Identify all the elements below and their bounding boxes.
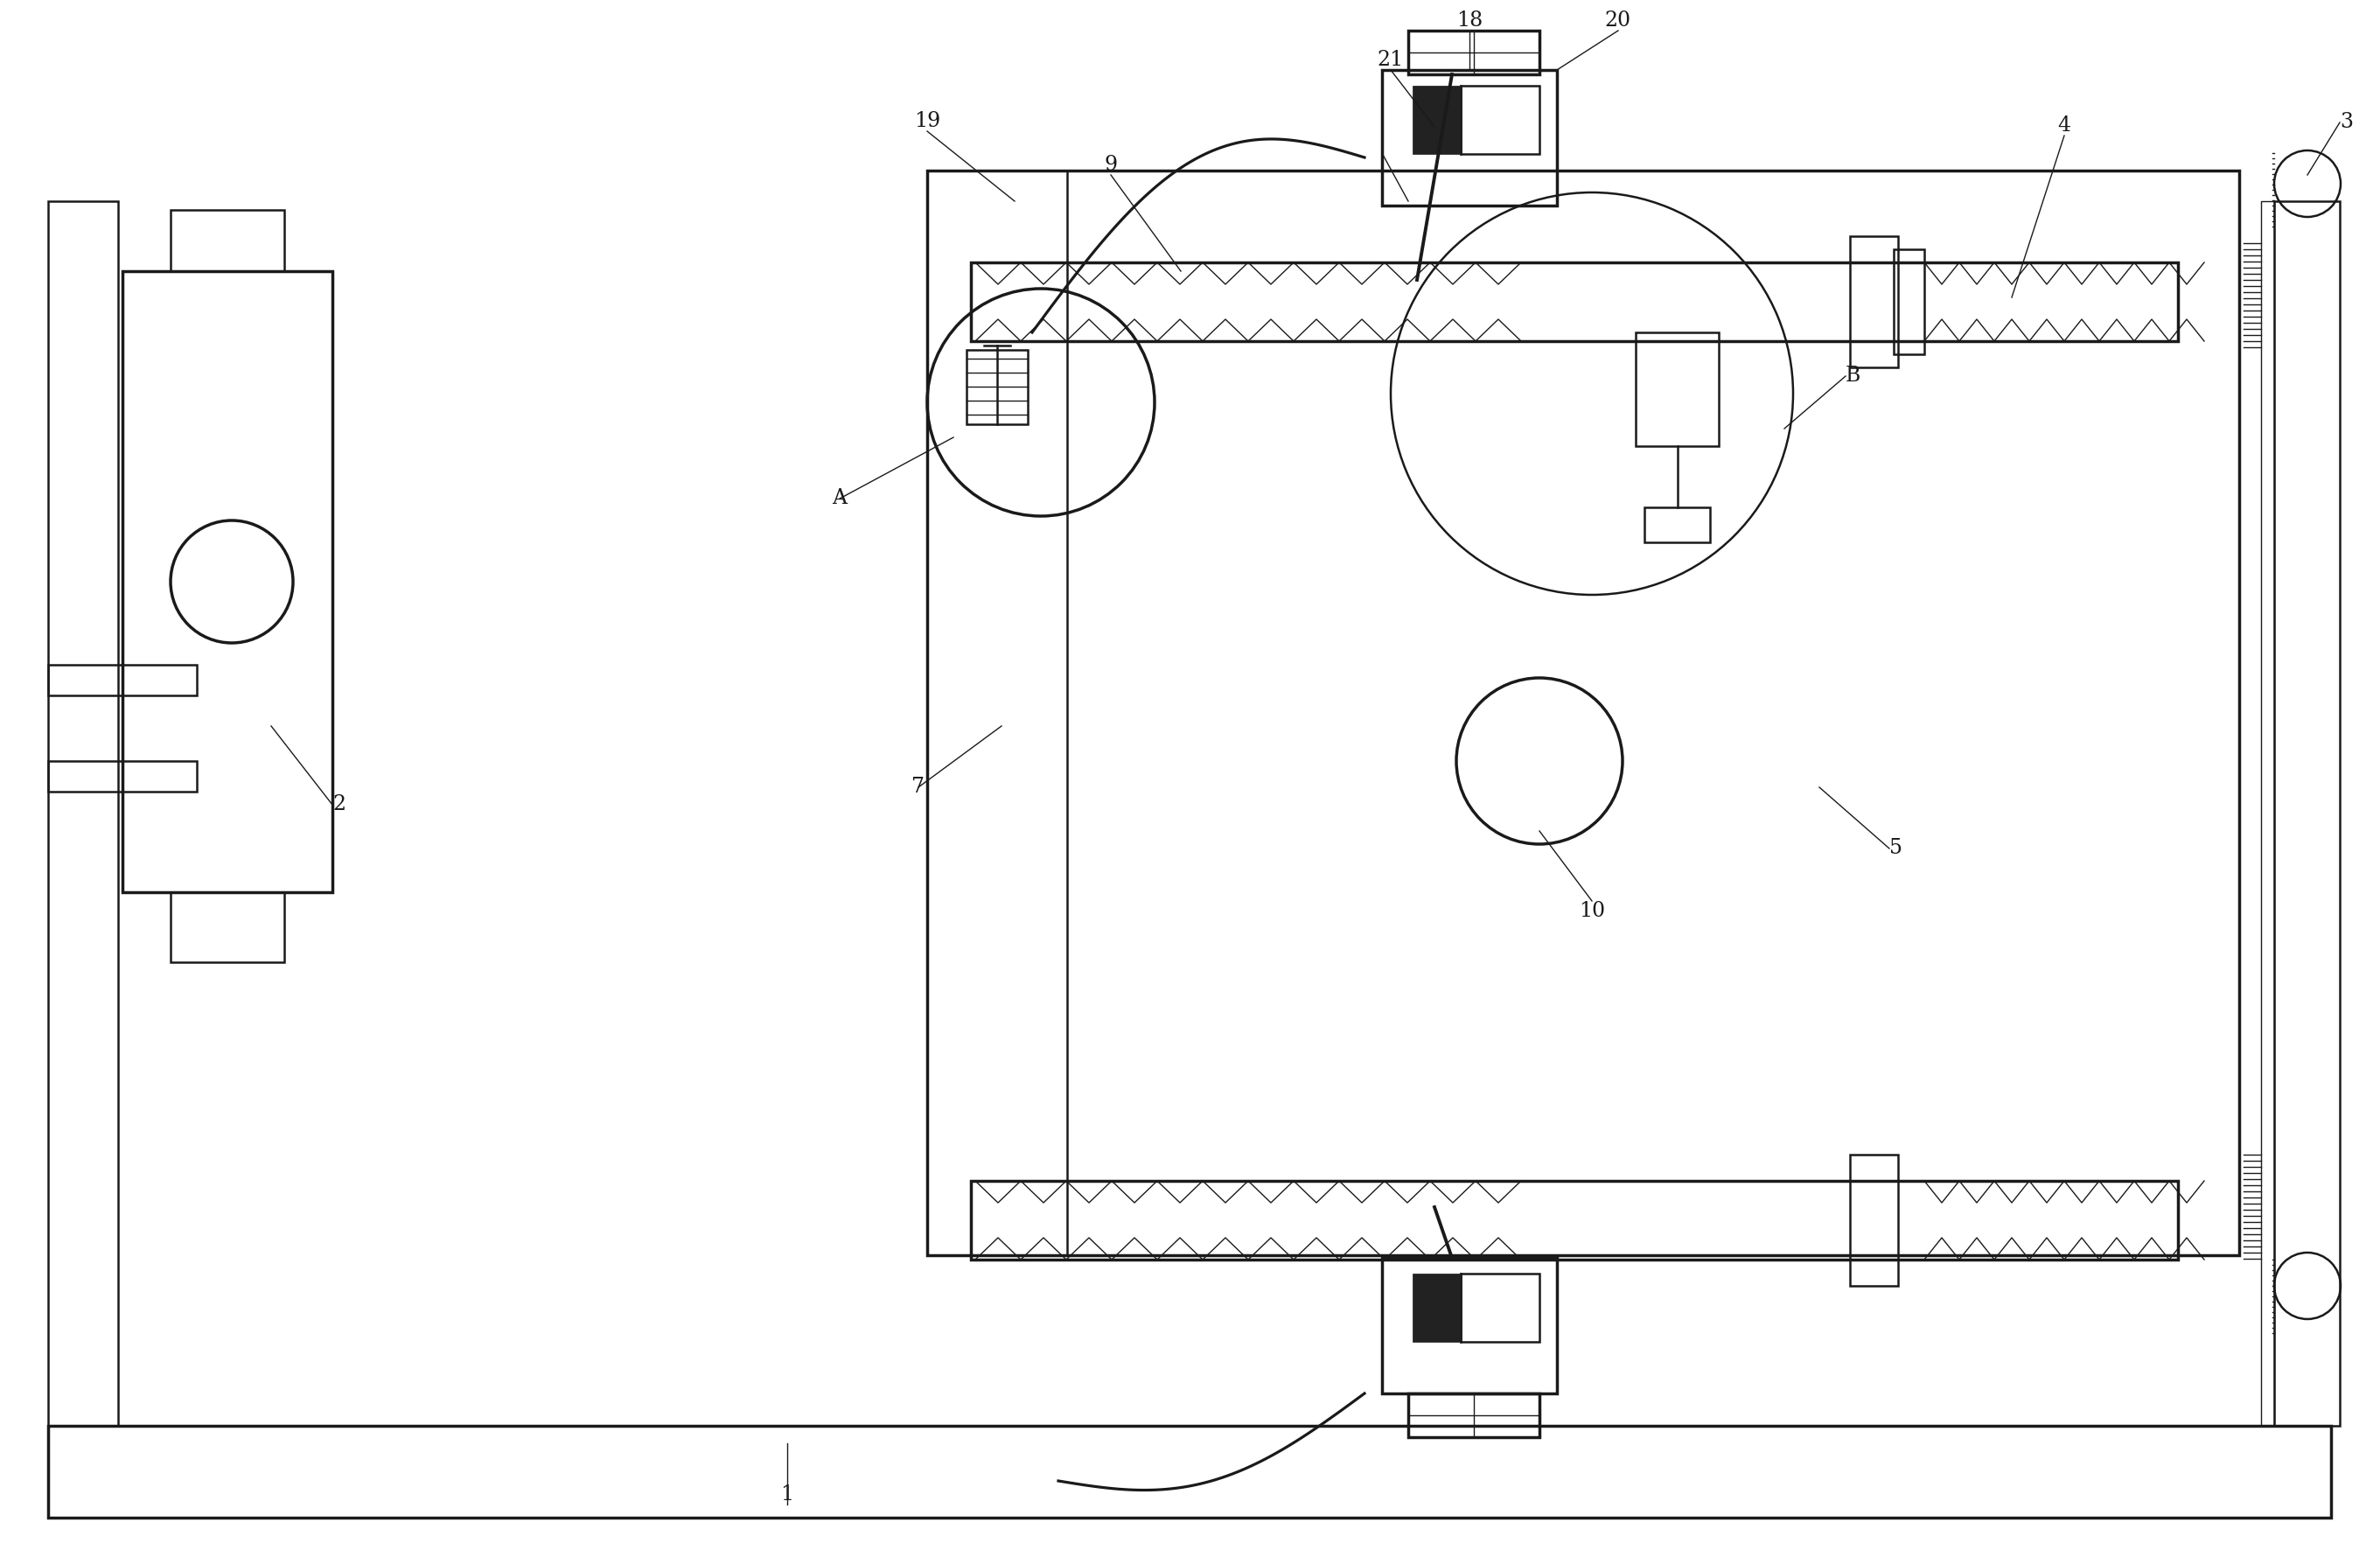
Bar bbox=[48, 761, 198, 791]
Text: 9: 9 bbox=[1104, 154, 1119, 174]
Text: 3: 3 bbox=[2340, 112, 2354, 132]
Bar bbox=[971, 263, 2178, 341]
Bar bbox=[1849, 237, 1899, 367]
Text: B: B bbox=[1844, 366, 1861, 386]
Bar bbox=[1414, 1274, 1461, 1342]
Text: 21: 21 bbox=[1378, 50, 1404, 70]
Text: 10: 10 bbox=[1578, 902, 1604, 922]
Bar bbox=[171, 210, 283, 271]
Bar bbox=[1409, 1394, 1540, 1437]
Bar bbox=[2275, 201, 2340, 1426]
Bar bbox=[1645, 508, 1709, 542]
Bar bbox=[928, 171, 2240, 1255]
Bar bbox=[48, 201, 119, 1426]
Bar bbox=[1409, 31, 1540, 75]
Bar bbox=[1461, 86, 1540, 154]
Text: 19: 19 bbox=[914, 111, 940, 131]
Bar bbox=[1461, 1274, 1540, 1342]
Bar bbox=[48, 1426, 2330, 1518]
Text: 18: 18 bbox=[1457, 11, 1483, 31]
Text: 2: 2 bbox=[333, 794, 345, 814]
Bar bbox=[1635, 332, 1718, 447]
Bar bbox=[966, 350, 1028, 424]
Bar bbox=[971, 1180, 2178, 1260]
Bar bbox=[2261, 201, 2275, 1426]
Bar bbox=[48, 665, 198, 696]
Text: 20: 20 bbox=[1604, 11, 1630, 31]
Bar bbox=[1894, 249, 1925, 355]
Text: 5: 5 bbox=[1890, 838, 1902, 858]
Bar bbox=[171, 892, 283, 962]
Text: 4: 4 bbox=[2059, 115, 2071, 135]
Bar bbox=[1383, 1258, 1557, 1394]
Text: 7: 7 bbox=[912, 777, 926, 797]
Bar bbox=[1849, 1155, 1899, 1286]
Bar bbox=[1383, 70, 1557, 206]
Text: 1: 1 bbox=[781, 1484, 795, 1504]
Bar bbox=[1414, 86, 1461, 154]
Text: A: A bbox=[833, 489, 847, 509]
Bar bbox=[121, 271, 333, 892]
